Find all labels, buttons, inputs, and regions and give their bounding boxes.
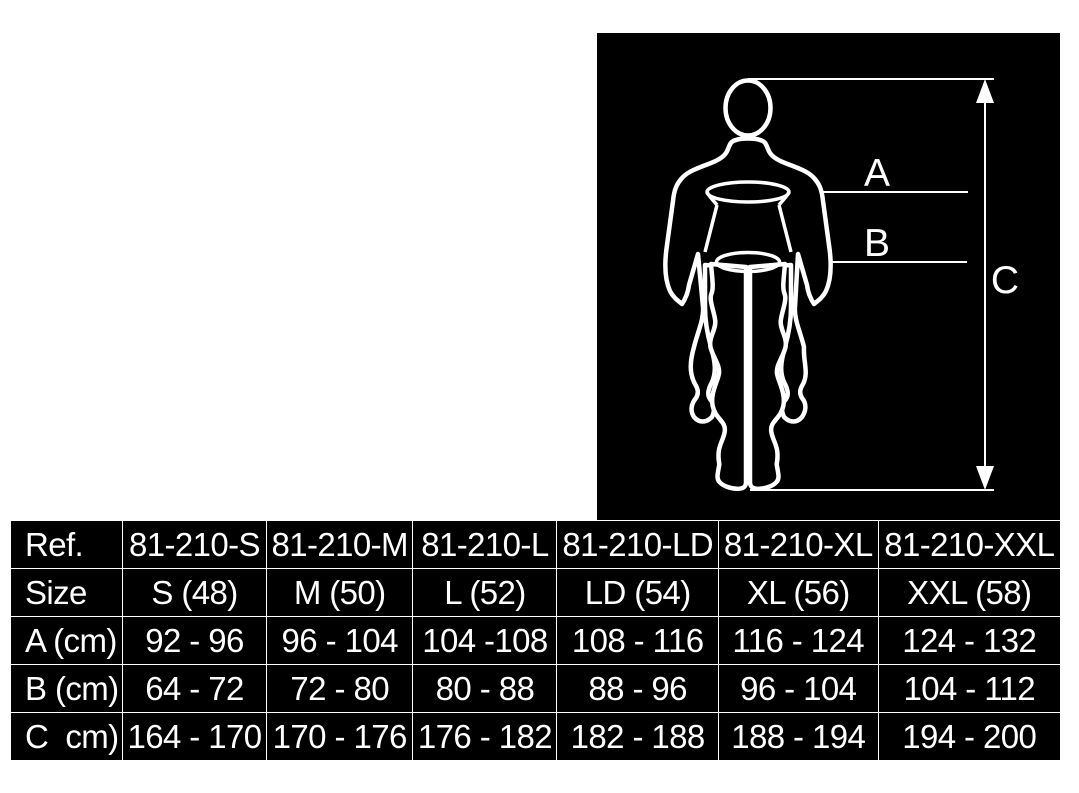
svg-text:C: C <box>991 259 1019 302</box>
svg-text:A: A <box>864 152 890 195</box>
svg-text:B: B <box>864 222 890 265</box>
